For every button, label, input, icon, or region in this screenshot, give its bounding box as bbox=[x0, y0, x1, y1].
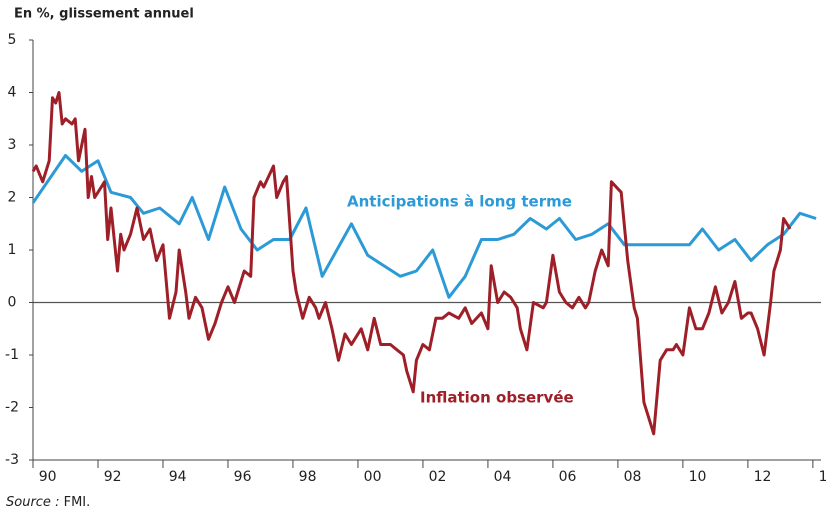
x-tick-label: 06 bbox=[559, 469, 577, 485]
x-tick-label: 90 bbox=[39, 469, 57, 485]
x-tick-label: 96 bbox=[234, 469, 252, 485]
series-label: Anticipations à long terme bbox=[347, 193, 572, 211]
y-tick-label: 0 bbox=[8, 295, 17, 311]
source-note: Source : FMI. bbox=[6, 495, 90, 510]
y-tick-label: -2 bbox=[5, 400, 19, 416]
x-tick-label: 10 bbox=[689, 469, 707, 485]
y-tick-label: -3 bbox=[5, 452, 19, 468]
series-line bbox=[31, 154, 817, 299]
x-tick-label: 98 bbox=[299, 469, 317, 485]
y-tick-label: 3 bbox=[8, 137, 17, 153]
x-tick-label: 92 bbox=[104, 469, 122, 485]
x-tick-label: 08 bbox=[624, 469, 642, 485]
y-tick-label: 2 bbox=[8, 190, 17, 206]
y-tick-label: 4 bbox=[8, 85, 17, 101]
x-tick-label: 02 bbox=[429, 469, 447, 485]
x-tick-label: 94 bbox=[169, 469, 187, 485]
source-label: Source : bbox=[6, 495, 59, 510]
y-tick-label: 1 bbox=[8, 242, 17, 258]
x-tick-label: 04 bbox=[494, 469, 512, 485]
source-text: FMI. bbox=[64, 495, 91, 510]
series-label: Inflation observée bbox=[420, 389, 574, 407]
y-tick-label: -1 bbox=[5, 347, 19, 363]
series-line bbox=[31, 91, 792, 436]
x-tick-label: 12 bbox=[754, 469, 772, 485]
chart-subtitle: En %, glissement annuel bbox=[14, 7, 194, 22]
y-tick-label: 5 bbox=[8, 32, 17, 48]
x-tick-label: 00 bbox=[364, 469, 382, 485]
x-tick-label: 14 bbox=[819, 469, 826, 485]
